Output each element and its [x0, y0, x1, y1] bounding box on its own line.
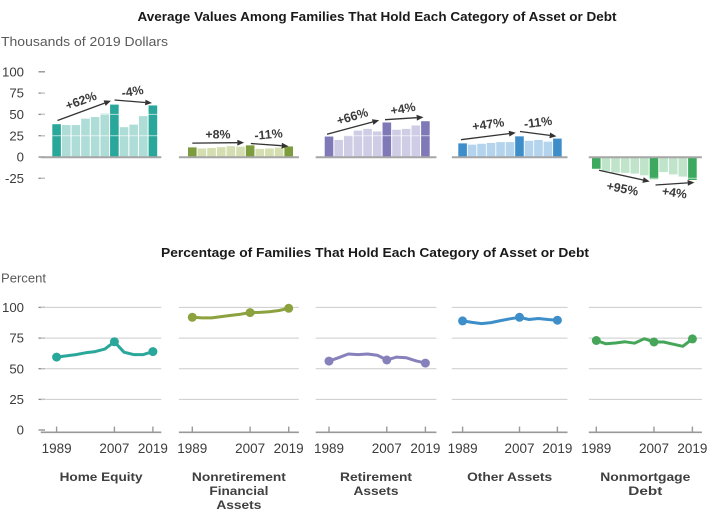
svg-text:0: 0	[17, 423, 24, 438]
svg-text:Assets: Assets	[216, 498, 261, 512]
svg-text:Average Values Among Families: Average Values Among Families That Hold …	[138, 10, 618, 24]
svg-text:-25: -25	[5, 171, 24, 186]
svg-text:100: 100	[2, 300, 24, 315]
svg-text:25: 25	[9, 392, 24, 407]
svg-text:1989: 1989	[42, 441, 72, 456]
svg-text:2007: 2007	[372, 441, 402, 456]
svg-text:2019: 2019	[274, 441, 304, 456]
svg-text:Percentage of Families That Ho: Percentage of Families That Hold Each Ca…	[161, 246, 590, 260]
svg-text:1989: 1989	[177, 441, 207, 456]
svg-text:50: 50	[9, 107, 24, 122]
svg-text:Retirement: Retirement	[340, 470, 412, 484]
svg-text:Assets: Assets	[354, 484, 399, 498]
svg-text:2007: 2007	[99, 441, 129, 456]
svg-text:100: 100	[2, 64, 24, 79]
svg-text:2019: 2019	[677, 441, 707, 456]
svg-text:Financial: Financial	[209, 484, 268, 498]
svg-text:2019: 2019	[138, 441, 168, 456]
svg-text:75: 75	[9, 86, 24, 101]
svg-text:Home Equity: Home Equity	[60, 470, 143, 484]
svg-text:1989: 1989	[448, 441, 478, 456]
svg-text:Debt: Debt	[628, 484, 662, 498]
svg-text:2007: 2007	[505, 441, 535, 456]
svg-text:75: 75	[9, 331, 24, 346]
svg-text:0: 0	[17, 150, 24, 165]
svg-text:2019: 2019	[542, 441, 572, 456]
svg-text:2007: 2007	[639, 441, 669, 456]
svg-text:Nonmortgage: Nonmortgage	[600, 470, 690, 484]
svg-text:Other Assets: Other Assets	[467, 470, 552, 484]
svg-text:1989: 1989	[314, 441, 344, 456]
svg-text:Percent: Percent	[1, 271, 47, 285]
svg-text:-11%: -11%	[254, 126, 283, 142]
svg-text:Nonretirement: Nonretirement	[192, 470, 286, 484]
svg-text:50: 50	[9, 361, 24, 376]
svg-text:Thousands of 2019 Dollars: Thousands of 2019 Dollars	[1, 35, 168, 49]
svg-text:+8%: +8%	[205, 128, 230, 142]
svg-text:1989: 1989	[581, 441, 611, 456]
svg-text:2019: 2019	[410, 441, 440, 456]
svg-text:2007: 2007	[235, 441, 265, 456]
svg-text:25: 25	[9, 128, 24, 143]
